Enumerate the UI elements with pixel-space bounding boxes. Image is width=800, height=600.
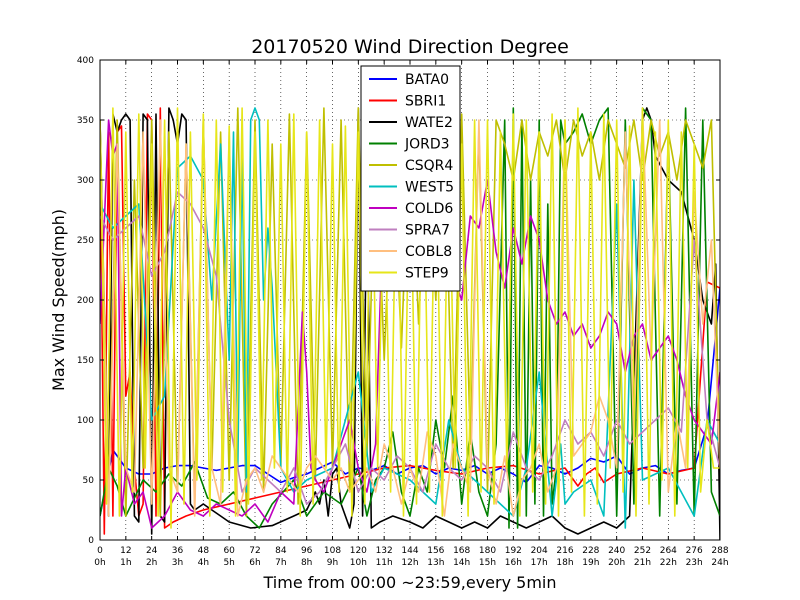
axes: 0 0h 12 1h 24 2h 36 3h 48 4h 60 5h 72 6h 84 7h 96 8h 108 9h… bbox=[77, 56, 729, 568]
legend-label: SPRA7 bbox=[405, 223, 450, 239]
legend-label: WEST5 bbox=[405, 180, 454, 196]
x-tick-sublabel: 2h bbox=[146, 558, 157, 568]
x-tick-label: 180 bbox=[479, 546, 496, 556]
x-tick-sublabel: 1h bbox=[120, 558, 131, 568]
x-tick-sublabel: 9h bbox=[327, 558, 338, 568]
x-tick-sublabel: 11h bbox=[376, 558, 393, 568]
x-tick-label: 36 bbox=[172, 546, 184, 556]
x-tick-label: 144 bbox=[401, 546, 418, 556]
y-tick-label: 250 bbox=[77, 236, 94, 246]
x-tick-label: 120 bbox=[350, 546, 367, 556]
x-tick-label: 216 bbox=[556, 546, 573, 556]
x-tick-sublabel: 5h bbox=[223, 558, 234, 568]
x-tick-label: 60 bbox=[223, 546, 235, 556]
chart-title: 20170520 Wind Direction Degree bbox=[251, 36, 569, 58]
y-tick-label: 200 bbox=[77, 296, 94, 306]
legend-label: CSQR4 bbox=[405, 158, 453, 174]
x-tick-label: 228 bbox=[582, 546, 599, 556]
legend-label: COBL8 bbox=[405, 244, 452, 260]
x-tick-label: 204 bbox=[531, 546, 548, 556]
x-tick-sublabel: 14h bbox=[453, 558, 470, 568]
y-tick-label: 50 bbox=[83, 476, 95, 486]
legend-label: BATA0 bbox=[405, 72, 449, 88]
x-tick-sublabel: 4h bbox=[198, 558, 209, 568]
x-tick-sublabel: 12h bbox=[401, 558, 418, 568]
x-tick-label: 192 bbox=[505, 546, 522, 556]
x-axis-title: Time from 00:00 ~23:59,every 5min bbox=[263, 573, 557, 592]
x-tick-sublabel: 18h bbox=[556, 558, 573, 568]
x-tick-label: 264 bbox=[660, 546, 677, 556]
x-tick-label: 132 bbox=[376, 546, 393, 556]
x-tick-sublabel: 3h bbox=[172, 558, 183, 568]
legend-label: WATE2 bbox=[405, 115, 453, 131]
y-tick-label: 150 bbox=[77, 356, 94, 366]
y-tick-label: 100 bbox=[77, 416, 94, 426]
x-tick-label: 72 bbox=[249, 546, 260, 556]
x-tick-sublabel: 0h bbox=[94, 558, 105, 568]
legend: BATA0 SBRI1 WATE2 JORD3 CSQR4 WEST5 COLD6 SPRA7… bbox=[360, 65, 461, 292]
x-tick-label: 12 bbox=[120, 546, 131, 556]
x-tick-label: 276 bbox=[686, 546, 703, 556]
x-tick-sublabel: 22h bbox=[660, 558, 677, 568]
x-tick-sublabel: 7h bbox=[275, 558, 286, 568]
x-tick-label: 0 bbox=[97, 546, 103, 556]
x-tick-label: 84 bbox=[275, 546, 287, 556]
x-tick-sublabel: 19h bbox=[582, 558, 599, 568]
x-tick-label: 288 bbox=[711, 546, 728, 556]
x-tick-label: 48 bbox=[198, 546, 210, 556]
x-tick-sublabel: 24h bbox=[711, 558, 728, 568]
x-tick-label: 240 bbox=[608, 546, 625, 556]
x-tick-label: 252 bbox=[634, 546, 651, 556]
x-tick-sublabel: 15h bbox=[479, 558, 496, 568]
x-tick-label: 156 bbox=[427, 546, 444, 556]
legend-label: JORD3 bbox=[404, 137, 450, 153]
x-tick-sublabel: 8h bbox=[301, 558, 312, 568]
x-tick-sublabel: 20h bbox=[608, 558, 625, 568]
y-tick-label: 350 bbox=[77, 116, 94, 126]
x-tick-sublabel: 23h bbox=[686, 558, 703, 568]
legend-label: SBRI1 bbox=[405, 94, 446, 110]
y-tick-label: 400 bbox=[77, 56, 94, 66]
x-tick-sublabel: 17h bbox=[531, 558, 548, 568]
x-tick-sublabel: 13h bbox=[427, 558, 444, 568]
x-tick-label: 96 bbox=[301, 546, 313, 556]
legend-label: STEP9 bbox=[405, 266, 449, 282]
legend-label: COLD6 bbox=[405, 201, 453, 217]
y-tick-label: 0 bbox=[88, 536, 94, 546]
x-tick-label: 108 bbox=[324, 546, 341, 556]
y-axis-title: Max Wind Speed(mph) bbox=[49, 209, 68, 391]
x-tick-sublabel: 6h bbox=[249, 558, 260, 568]
x-tick-sublabel: 10h bbox=[350, 558, 367, 568]
x-tick-label: 168 bbox=[453, 546, 470, 556]
y-tick-label: 300 bbox=[77, 176, 94, 186]
x-tick-sublabel: 16h bbox=[505, 558, 522, 568]
legend-box bbox=[360, 65, 461, 292]
x-tick-sublabel: 21h bbox=[634, 558, 651, 568]
x-tick-label: 24 bbox=[146, 546, 158, 556]
